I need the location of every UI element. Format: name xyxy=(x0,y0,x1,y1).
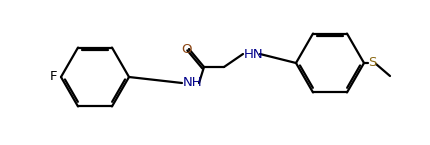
Text: F: F xyxy=(49,70,57,84)
Text: NH: NH xyxy=(183,77,203,89)
Text: HN: HN xyxy=(244,48,264,60)
Text: S: S xyxy=(368,57,376,69)
Text: O: O xyxy=(182,43,192,56)
